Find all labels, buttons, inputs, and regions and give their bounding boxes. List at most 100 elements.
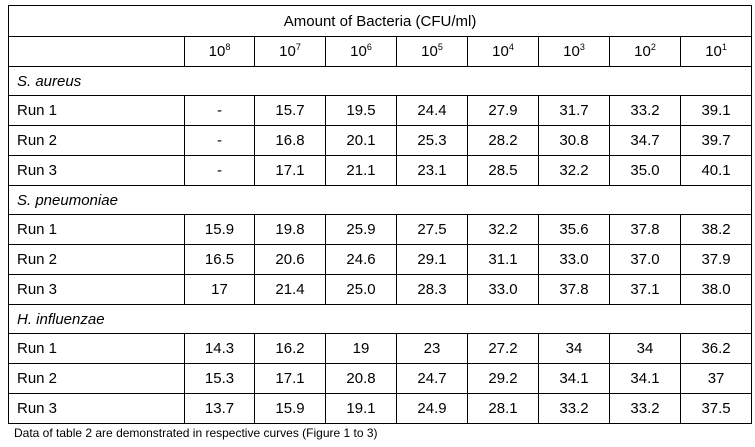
table-cell: -	[184, 95, 255, 126]
table-cell: -	[184, 125, 255, 156]
table-cell: 16.8	[254, 125, 326, 156]
table-cell: 33.2	[609, 393, 681, 424]
table-cell: 28.3	[396, 274, 468, 305]
table-cell: 17.1	[254, 155, 326, 186]
table-row: Run 3-17.1 21.1 23.1 28.5 32.2 35.0 40.1	[8, 155, 753, 186]
table-cell: 19.8	[254, 214, 326, 245]
table-cell: 34	[609, 333, 681, 364]
table-cell: 15.9	[184, 214, 255, 245]
table-cell: 16.2	[254, 333, 326, 364]
table-cell: 25.3	[396, 125, 468, 156]
row-label: Run 1	[8, 95, 185, 126]
column-header-label: 108	[208, 43, 231, 61]
table-cell: 34.1	[538, 363, 610, 394]
column-header-label: 105	[421, 42, 443, 61]
bacteria-table: Amount of Bacteria (CFU/ml) 108 107 106 105…	[7, 5, 753, 424]
table-cell: 40.1	[679, 155, 753, 186]
power-base: 10	[350, 43, 367, 60]
table-cell: 31.1	[467, 244, 539, 275]
table-cell: 28.5	[467, 155, 539, 186]
column-header: 106	[325, 36, 397, 67]
table-cell: 38.2	[679, 214, 753, 245]
power-base: 10	[208, 43, 226, 60]
power-exponent: 2	[650, 42, 656, 52]
table-cell: 32.2	[467, 214, 539, 245]
column-header-label: 102	[634, 42, 656, 61]
row-label: Run 3	[8, 274, 185, 305]
table-cell: 25.0	[325, 274, 397, 305]
column-header: 104	[467, 36, 539, 67]
table-cell: 36.2	[679, 333, 753, 364]
power-base: 10	[421, 43, 438, 60]
table-cell: 21.1	[325, 155, 397, 186]
table-cell: 37.8	[609, 214, 681, 245]
table-row: Run 2-16.8 20.1 25.3 28.2 30.8 34.7 39.7	[8, 125, 753, 156]
table-title: Amount of Bacteria (CFU/ml)	[7, 5, 753, 37]
power-exponent: 6	[366, 42, 372, 52]
table-cell: 32.2	[538, 155, 610, 186]
column-header: 105	[396, 36, 468, 67]
power-base: 10	[705, 43, 722, 60]
table-cell: 34.1	[609, 363, 681, 394]
table-cell: 15.9	[254, 393, 326, 424]
table-cell: 24.6	[325, 244, 397, 275]
table-cell: 28.1	[467, 393, 539, 424]
table-row: Run 2 15.3 17.1 20.8 24.7 29.2 34.1 34.1 37	[8, 363, 753, 394]
table-cell: 37.0	[609, 244, 681, 275]
row-label: Run 2	[8, 363, 185, 394]
table-cell: 19	[325, 333, 397, 364]
table-cell: 27.5	[396, 214, 468, 245]
table-cell: 24.9	[396, 393, 468, 424]
column-header-label: 106	[350, 42, 372, 61]
power-exponent: 4	[508, 42, 514, 52]
table-cell: 20.6	[254, 244, 326, 275]
table-cell: 37.5	[679, 393, 753, 424]
table-cell: 34	[538, 333, 610, 364]
table-row: Run 1 14.3 16.2 19 23 27.2 34 34 36.2	[8, 333, 753, 364]
column-header-label: 101	[705, 43, 727, 61]
table-cell: 13.7	[184, 393, 255, 424]
column-header: 107	[254, 36, 326, 67]
table-cell: 28.2	[467, 125, 539, 156]
power-exponent: 3	[579, 42, 585, 52]
table-cell: 38.0	[679, 274, 753, 305]
section-row: S. pneumoniae	[7, 185, 753, 215]
table-row: Run 3 13.7 15.9 19.1 24.9 28.1 33.2 33.2 37.5	[8, 393, 753, 424]
table-cell: 17.1	[254, 363, 326, 394]
column-header: 101	[679, 36, 753, 67]
table-cell: 37.9	[679, 244, 753, 275]
table-cell: 14.3	[184, 333, 255, 364]
section-label: S. pneumoniae	[7, 185, 753, 215]
section-label: S. aureus	[7, 66, 753, 96]
section-label: H. influenzae	[7, 304, 753, 334]
power-base: 10	[279, 43, 296, 60]
table-cell: 39.7	[679, 125, 753, 156]
column-header: 102	[609, 36, 681, 67]
row-label: Run 3	[8, 155, 185, 186]
table-cell: 23.1	[396, 155, 468, 186]
power-exponent: 5	[437, 42, 443, 52]
power-base: 10	[563, 43, 580, 60]
table-cell: 31.7	[538, 95, 610, 126]
table-title-row: Amount of Bacteria (CFU/ml)	[7, 5, 753, 37]
power-exponent: 7	[295, 42, 301, 52]
section-row: H. influenzae	[7, 304, 753, 334]
table-cell: 25.9	[325, 214, 397, 245]
table-cell: 20.1	[325, 125, 397, 156]
table-row: Run 1-15.7 19.5 24.4 27.9 31.7 33.2 39.1	[8, 95, 753, 126]
table-cell: 33.2	[609, 95, 681, 126]
table-cell: 17	[184, 274, 255, 305]
column-header-label: 104	[492, 42, 514, 61]
table-cell: 19.1	[325, 393, 397, 424]
column-header-label: 107	[279, 42, 301, 61]
table-caption: Data of table 2 are demonstrated in resp…	[14, 426, 378, 440]
table-cell: 15.3	[184, 363, 255, 394]
table-cell: 27.2	[467, 333, 539, 364]
table-cell: 29.1	[396, 244, 468, 275]
table-cell: 23	[396, 333, 468, 364]
table-cell: 24.7	[396, 363, 468, 394]
table-cell: 35.6	[538, 214, 610, 245]
row-label: Run 2	[8, 244, 185, 275]
table-cell: 15.7	[254, 95, 326, 126]
table-row: Run 3 17 21.4 25.0 28.3 33.0 37.8 37.1 38.0	[8, 274, 753, 305]
